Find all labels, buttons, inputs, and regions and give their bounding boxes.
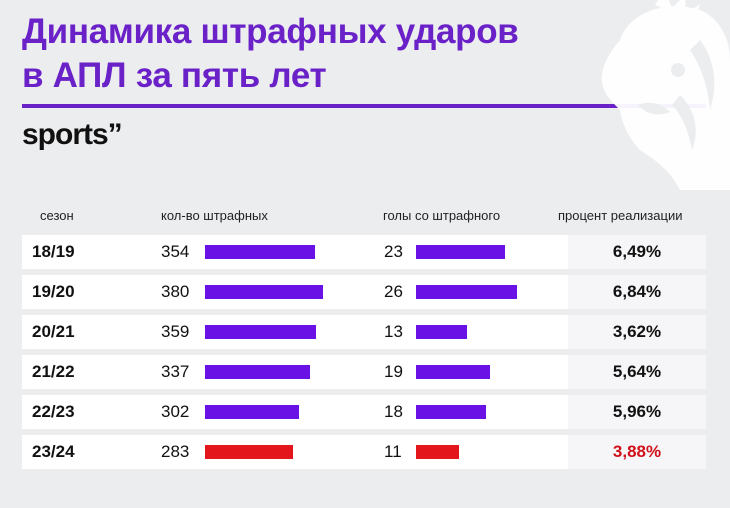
freekicks-value: 354 — [161, 242, 190, 261]
season-label: 18/19 — [32, 242, 75, 261]
goals-bar — [416, 445, 459, 459]
conversion-value: 6,49% — [612, 242, 662, 261]
conversion-value: 3,62% — [612, 322, 662, 341]
brand-logo: sports” — [22, 118, 123, 151]
table-header: сезон кол-во штрафных голы со штрафного … — [0, 208, 730, 226]
conversion-value: 6,84% — [612, 282, 662, 301]
freekicks-value: 283 — [161, 442, 190, 461]
chart-title: Динамика штрафных ударов в АПЛ за пять л… — [22, 10, 622, 98]
goals-bar — [416, 245, 505, 259]
title-line-1: Динамика штрафных ударов — [22, 12, 519, 51]
goals-bar — [416, 285, 517, 299]
goals-value: 13 — [384, 322, 403, 341]
season-label: 23/24 — [32, 442, 75, 461]
table-row: 18/19 354 23 6,49% — [22, 235, 706, 269]
freekicks-bar — [205, 365, 310, 379]
conversion-value: 5,96% — [612, 402, 662, 421]
goals-value: 18 — [384, 402, 403, 421]
conversion-cell-bg — [568, 315, 706, 349]
freekicks-bar — [205, 285, 323, 299]
goals-bar — [416, 325, 467, 339]
header-freekicks: кол-во штрафных — [161, 208, 268, 223]
freekicks-value: 380 — [161, 282, 190, 301]
season-label: 22/23 — [32, 402, 75, 421]
lion-logo-icon — [601, 0, 730, 190]
header-conversion: процент реализации — [558, 208, 683, 223]
title-line-2: в АПЛ за пять лет — [22, 56, 327, 95]
table-row: 21/22 337 19 5,64% — [22, 355, 706, 389]
table-row: 19/20 380 26 6,84% — [22, 275, 706, 309]
goals-value: 19 — [384, 362, 403, 381]
conversion-value: 5,64% — [612, 362, 662, 381]
table-row: 22/23 302 18 5,96% — [22, 395, 706, 429]
season-label: 21/22 — [32, 362, 75, 381]
freekicks-bar — [205, 325, 316, 339]
header-goals: голы со штрафного — [383, 208, 501, 223]
goals-value: 26 — [384, 282, 403, 301]
freekicks-value: 359 — [161, 322, 190, 341]
conversion-cell-bg — [568, 355, 706, 389]
table-row: 20/21 359 13 3,62% — [22, 315, 706, 349]
freekicks-bar — [205, 445, 293, 459]
season-label: 20/21 — [32, 322, 75, 341]
goals-value: 23 — [384, 242, 403, 261]
freekicks-bar — [205, 405, 299, 419]
goals-value: 11 — [384, 442, 402, 461]
table-row: 23/24 283 11 3,88% — [22, 435, 706, 469]
header-season: сезон — [40, 208, 74, 223]
conversion-value: 3,88% — [612, 442, 662, 461]
freekicks-bar — [205, 245, 315, 259]
conversion-cell-bg — [568, 395, 706, 429]
goals-bar — [416, 365, 490, 379]
season-label: 19/20 — [32, 282, 75, 301]
freekicks-value: 302 — [161, 402, 190, 421]
title-divider — [22, 104, 706, 108]
goals-bar — [416, 405, 486, 419]
freekicks-value: 337 — [161, 362, 190, 381]
conversion-cell-bg — [568, 435, 706, 469]
conversion-cell-bg — [568, 275, 706, 309]
conversion-cell-bg — [568, 235, 706, 269]
